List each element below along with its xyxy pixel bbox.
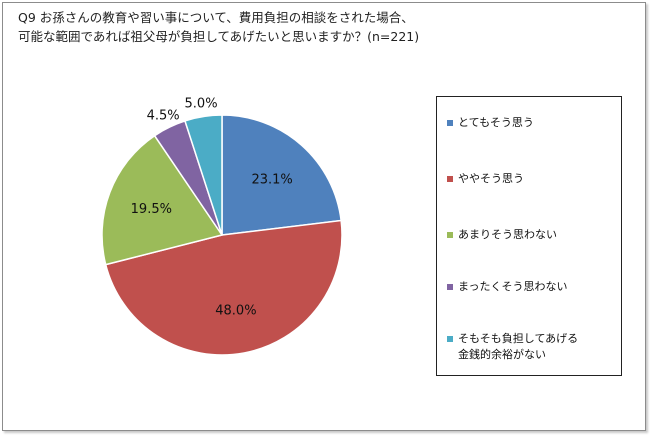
legend-label-5: そもそも負担してあげる金銭的余裕がない: [458, 332, 579, 361]
legend-label-3: あまりそう思わない: [458, 228, 557, 241]
pie-data-label-3: 19.5%: [131, 202, 172, 217]
legend-swatch-4: [447, 284, 453, 290]
legend-swatch-2: [447, 176, 453, 182]
pie-data-label-4: 4.5%: [147, 109, 180, 124]
pie-data-label-2: 48.0%: [215, 303, 256, 318]
chart-title-line-2: 可能な範囲であれば祖父母が負担してあげたいと思いますか？(n=221): [18, 29, 420, 44]
pie-data-label-5: 5.0%: [185, 97, 218, 112]
legend-item-4: まったくそう思わない: [447, 279, 619, 295]
pie-slice-1: [221, 114, 342, 236]
legend-label-1: とてもそう思う: [458, 116, 534, 129]
chart-title-line-1: Q9 お孫さんの教育や習い事について、費用負担の相談をされた場合、: [18, 10, 414, 25]
legend-label-2: ややそう思う: [458, 172, 524, 185]
legend-swatch-3: [447, 232, 453, 238]
legend-item-3: あまりそう思わない: [447, 227, 619, 243]
chart-legend: とてもそう思う ややそう思う あまりそう思わない まったくそう思わない そもそも…: [436, 96, 622, 376]
legend-item-2: ややそう思う: [447, 171, 619, 187]
legend-item-5: そもそも負担してあげる金銭的余裕がない: [447, 331, 587, 363]
pie-slice-3: [101, 134, 224, 266]
legend-item-1: とてもそう思う: [447, 115, 619, 131]
pie-data-label-1: 23.1%: [251, 172, 292, 187]
legend-swatch-1: [447, 120, 453, 126]
legend-swatch-5: [447, 336, 453, 342]
pie-slice-2: [104, 219, 343, 356]
legend-label-4: まったくそう思わない: [458, 280, 568, 293]
chart-title: Q9 お孫さんの教育や習い事について、費用負担の相談をされた場合、 可能な範囲で…: [18, 8, 628, 46]
pie-slice-5: [184, 114, 223, 236]
